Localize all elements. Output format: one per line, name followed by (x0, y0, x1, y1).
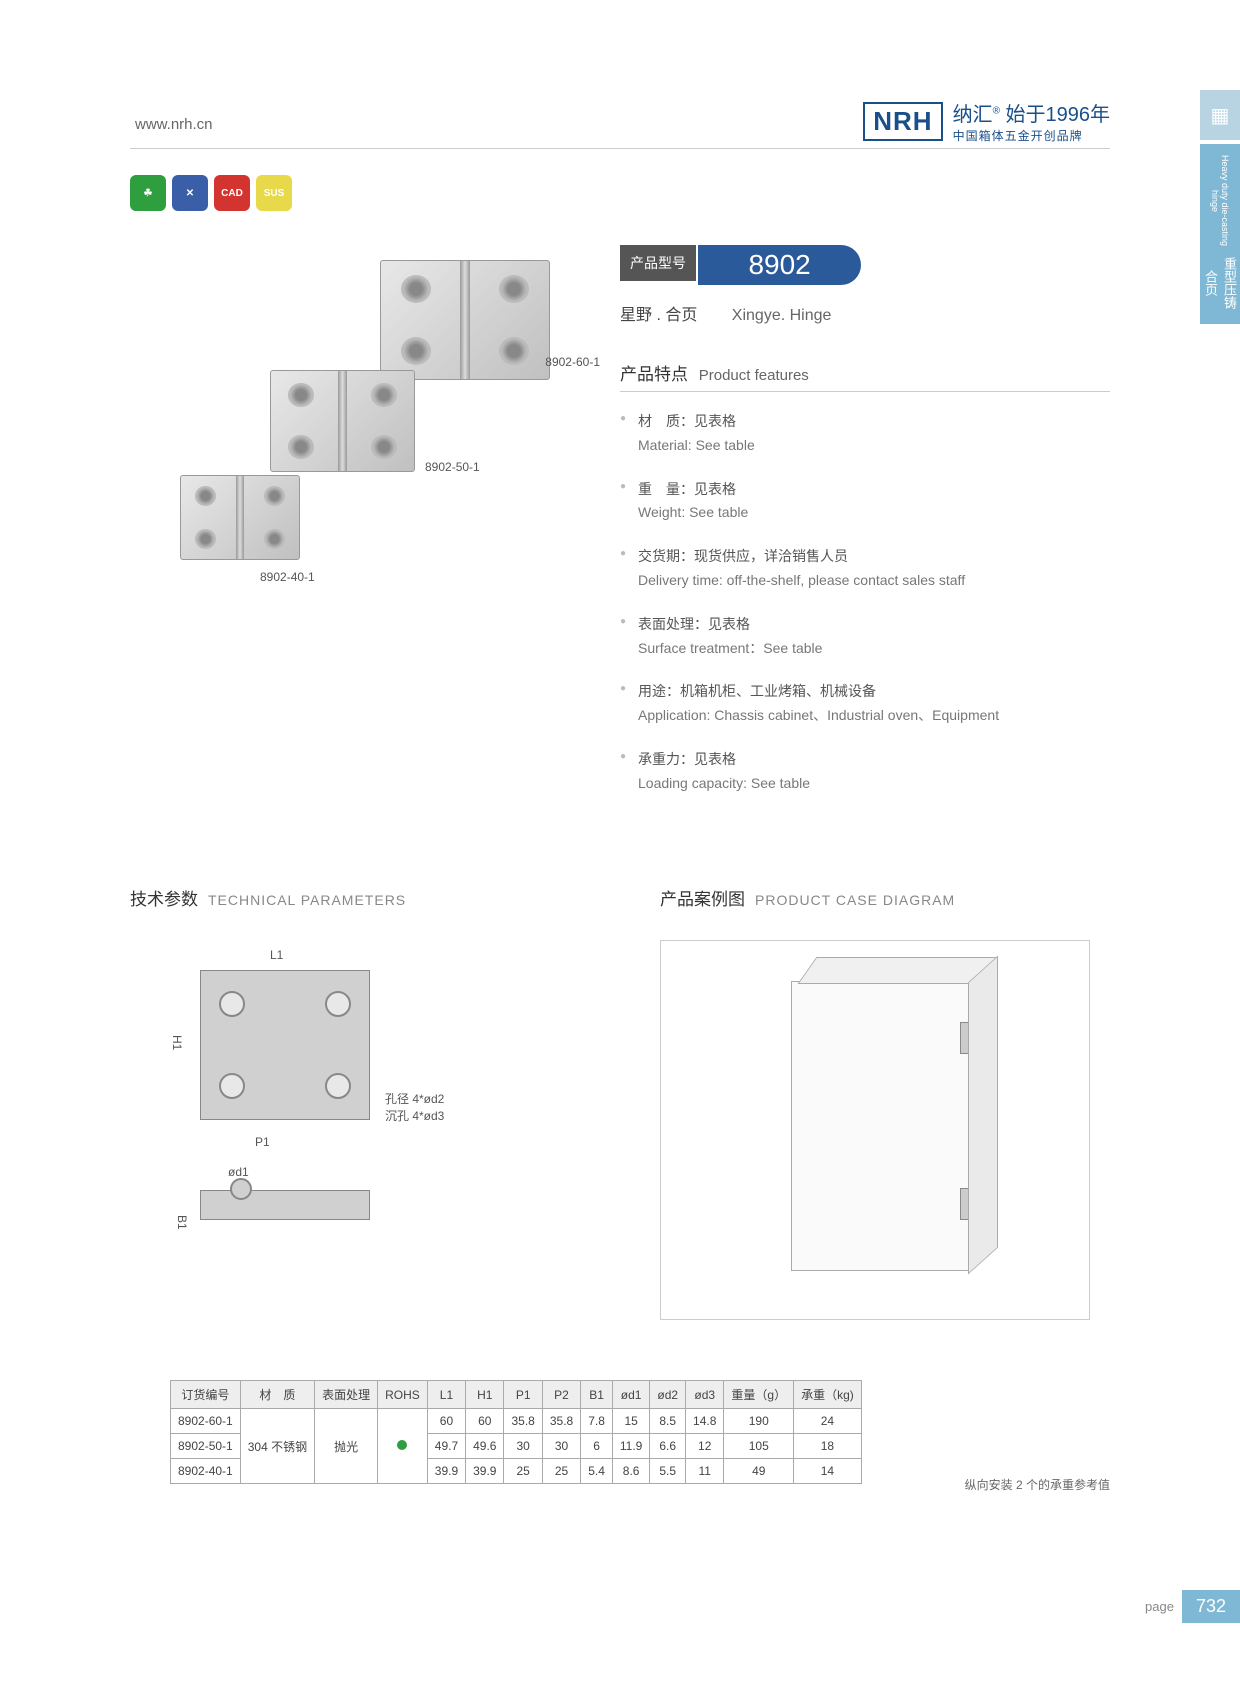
tech-params-title: 技术参数TECHNICAL PARAMETERS (130, 885, 406, 910)
table-header: 表面处理 (315, 1381, 378, 1409)
brand-tagline: 中国箱体五金开创品牌 (953, 127, 1110, 144)
table-row: 8902-60-1304 不锈钢抛光606035.835.87.8158.514… (171, 1409, 862, 1434)
img-label-3: 8902-40-1 (260, 570, 315, 584)
feature-badges: ☘ ✕ CAD SUS (130, 175, 292, 211)
table-footnote: 纵向安装 2 个的承重参考值 (965, 1476, 1110, 1493)
table-header: ød1 (612, 1381, 649, 1409)
brand-name: 纳汇 (953, 104, 993, 126)
table-header: 材 质 (240, 1381, 314, 1409)
feature-item: 用途：机箱机柜、工业烤箱、机械设备Application: Chassis ca… (620, 680, 1110, 728)
page-footer: page 732 (1145, 1590, 1240, 1623)
eco-badge-icon: ☘ (130, 175, 166, 211)
feature-item: 交货期：现货供应，详洽销售人员Delivery time: off-the-sh… (620, 545, 1110, 593)
table-header: L1 (427, 1381, 465, 1409)
logo-area: NRH 纳汇® 始于1996年 中国箱体五金开创品牌 (863, 98, 1110, 144)
product-case-diagram (660, 940, 1090, 1320)
product-label: 产品型号 (620, 245, 696, 281)
table-header: P1 (504, 1381, 542, 1409)
logo-icon: NRH (863, 102, 942, 141)
table-header: ød2 (650, 1381, 686, 1409)
table-header: ød3 (686, 1381, 724, 1409)
img-label-1: 8902-60-1 (545, 355, 600, 369)
table-header: 重量（g） (724, 1381, 794, 1409)
cross-badge-icon: ✕ (172, 175, 208, 211)
website-url: www.nrh.cn (135, 116, 213, 133)
feature-item: 承重力：见表格Loading capacity: See table (620, 748, 1110, 796)
table-header: B1 (581, 1381, 613, 1409)
side-tab: ▦ Heavy duty die-casting hinge 重型压铸合页 (1200, 90, 1240, 324)
page-number: 732 (1182, 1590, 1240, 1623)
feature-item: 材 质：见表格Material: See table (620, 410, 1110, 458)
page-header: www.nrh.cn NRH 纳汇® 始于1996年 中国箱体五金开创品牌 (0, 98, 1240, 158)
side-hinge-icon: ▦ (1200, 90, 1240, 140)
technical-diagram: L1 H1 P1 P2 孔径 4*ød2 沉孔 4*ød3 ød1 B1 (170, 940, 450, 1290)
side-category-label: Heavy duty die-casting hinge 重型压铸合页 (1200, 144, 1240, 324)
product-name: 星野 . 合页 Xingye. Hinge (620, 301, 861, 325)
case-diagram-title: 产品案例图PRODUCT CASE DIAGRAM (660, 885, 955, 910)
table-header: P2 (542, 1381, 580, 1409)
table-header: 承重（kg) (794, 1381, 862, 1409)
features-title: 产品特点 Product features (620, 360, 1110, 385)
product-header: 产品型号 8902 星野 . 合页 Xingye. Hinge (620, 245, 861, 325)
header-divider (130, 148, 1110, 149)
product-features: 产品特点 Product features 材 质：见表格Material: S… (620, 360, 1110, 816)
feature-item: 重 量：见表格Weight: See table (620, 478, 1110, 526)
page-label: page (1145, 1599, 1174, 1614)
sus-badge-icon: SUS (256, 175, 292, 211)
product-image: 8902-60-1 8902-50-1 8902-40-1 (150, 260, 550, 580)
table-header: H1 (466, 1381, 504, 1409)
brand-year: 始于1996年 (1006, 104, 1111, 126)
table-header: ROHS (378, 1381, 428, 1409)
specifications-table: 订货编号材 质表面处理ROHSL1H1P1P2B1ød1ød2ød3重量（g）承… (170, 1380, 862, 1484)
img-label-2: 8902-50-1 (425, 460, 480, 474)
cad-badge-icon: CAD (214, 175, 250, 211)
table-header: 订货编号 (171, 1381, 241, 1409)
product-number: 8902 (698, 245, 860, 285)
feature-item: 表面处理：见表格Surface treatment：See table (620, 613, 1110, 661)
